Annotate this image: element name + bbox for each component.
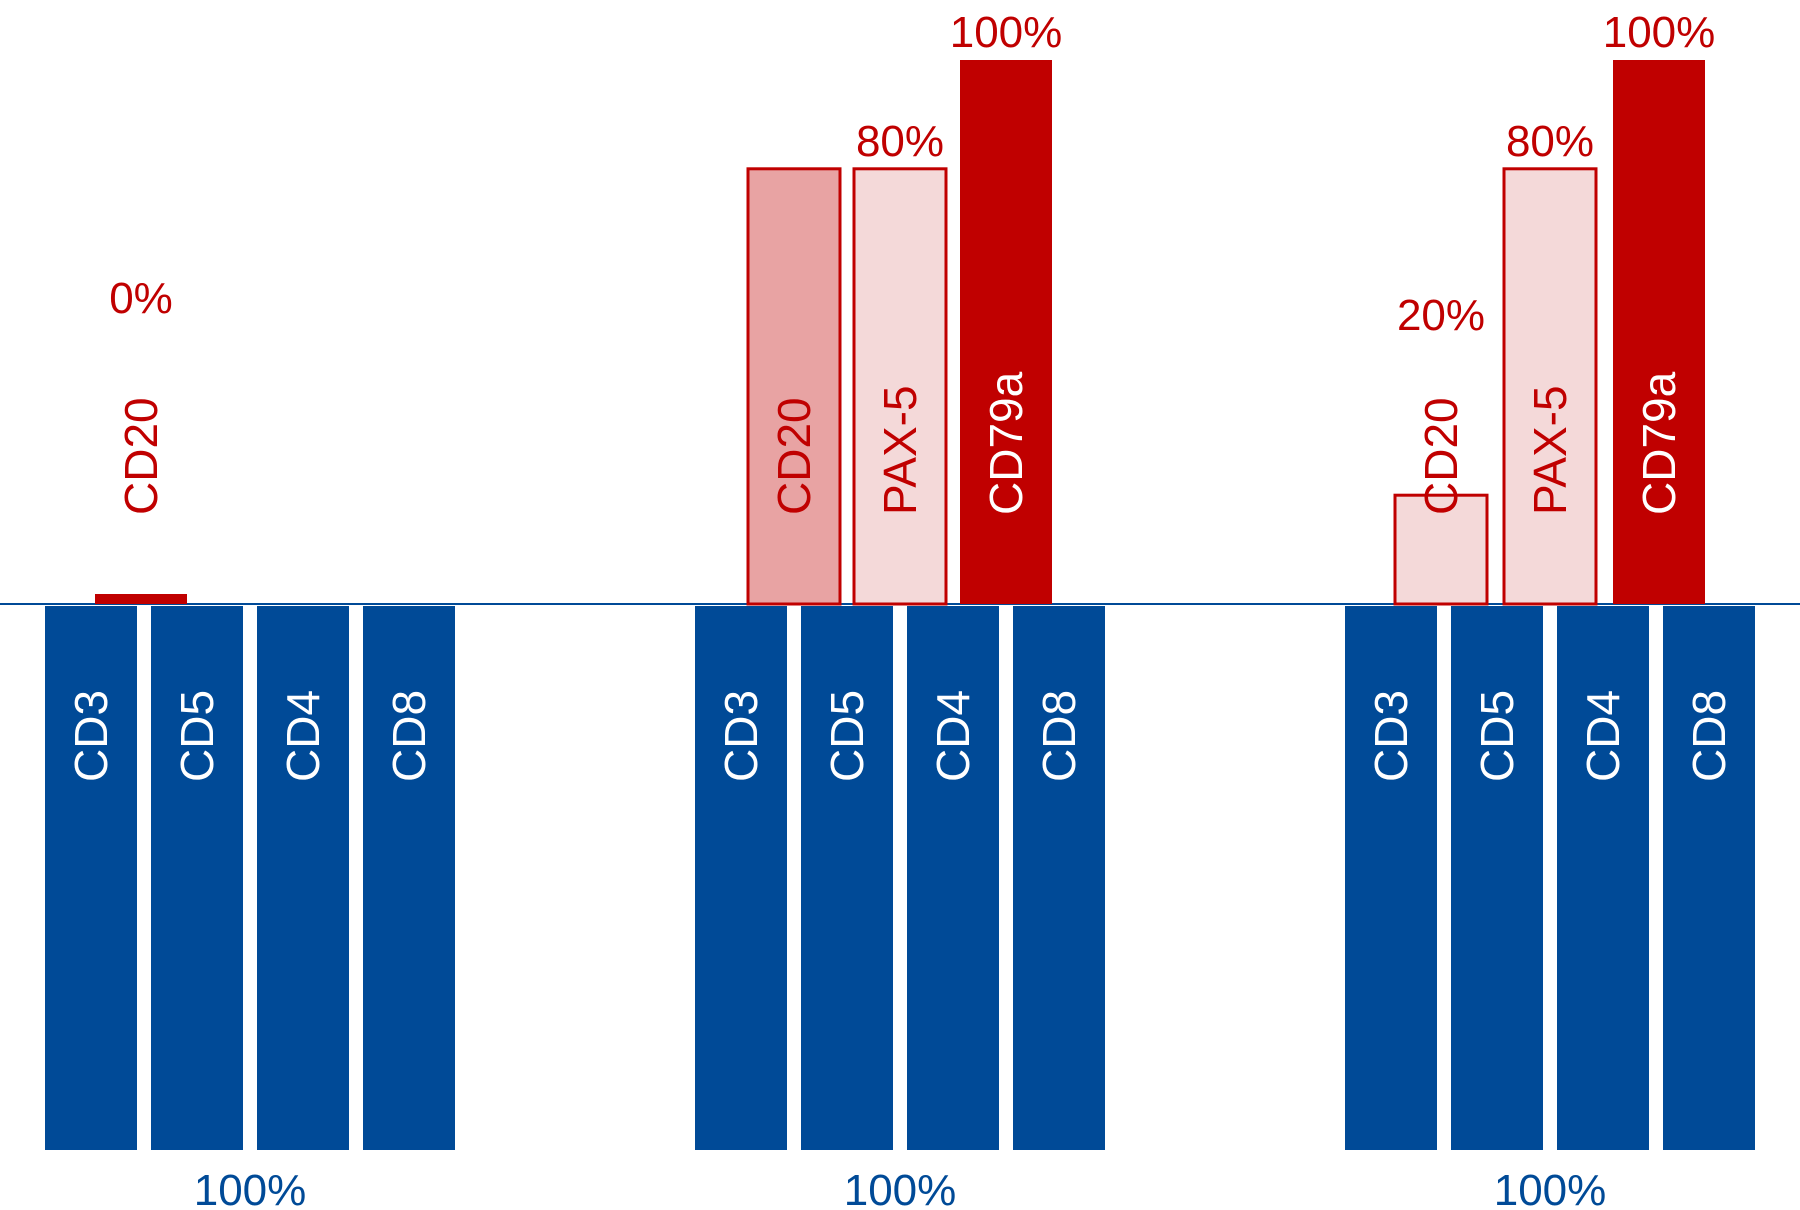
negative-bar-label-cd4: CD4 bbox=[927, 690, 979, 782]
positive-bar-pax-5 bbox=[852, 167, 948, 606]
negative-bar-cd5 bbox=[1451, 606, 1543, 1150]
negative-bar-label-cd3: CD3 bbox=[65, 690, 117, 782]
negative-bar-label-cd8: CD8 bbox=[1683, 690, 1735, 782]
negative-bar-cd5 bbox=[801, 606, 893, 1150]
positive-value-label-cd20: 0% bbox=[109, 274, 173, 323]
positive-bar-label-cd20: CD20 bbox=[768, 397, 820, 515]
negative-bar-label-cd5: CD5 bbox=[1471, 690, 1523, 782]
negative-bar-cd3 bbox=[1345, 606, 1437, 1150]
negative-bar-label-cd4: CD4 bbox=[277, 690, 329, 782]
negative-bar-label-cd4: CD4 bbox=[1577, 690, 1629, 782]
positive-bar-label-pax-5: PAX-5 bbox=[874, 385, 926, 515]
negative-bar-label-cd3: CD3 bbox=[715, 690, 767, 782]
negative-bar-label-cd8: CD8 bbox=[383, 690, 435, 782]
positive-bar-cd79a bbox=[1613, 60, 1705, 604]
positive-bar-pax-5 bbox=[1502, 167, 1598, 606]
negative-value-label: 100% bbox=[844, 1166, 957, 1210]
positive-bar-label-cd20: CD20 bbox=[115, 397, 167, 515]
negative-bar-label-cd8: CD8 bbox=[1033, 690, 1085, 782]
negative-bar-cd4 bbox=[907, 606, 999, 1150]
negative-bar-cd3 bbox=[695, 606, 787, 1150]
negative-bar-cd8 bbox=[1013, 606, 1105, 1150]
bars-layer: CD3 CD5 CD4 CD8 100% CD20 0% CD3 CD5 CD4 CD8 100% CD… bbox=[45, 8, 1755, 1210]
positive-bar-label-pax-5: PAX-5 bbox=[1524, 385, 1576, 515]
positive-value-label-cd79a: 100% bbox=[950, 8, 1063, 57]
negative-bar-label-cd5: CD5 bbox=[171, 690, 223, 782]
positive-bar-cd20 bbox=[1393, 493, 1489, 606]
negative-bar-cd3 bbox=[45, 606, 137, 1150]
negative-bar-cd8 bbox=[1663, 606, 1755, 1150]
negative-bar-label-cd5: CD5 bbox=[821, 690, 873, 782]
negative-bar-cd8 bbox=[363, 606, 455, 1150]
positive-bar-label-cd20: CD20 bbox=[1415, 397, 1467, 515]
positive-bar-cd20 bbox=[746, 167, 842, 606]
negative-bar-cd4 bbox=[257, 606, 349, 1150]
positive-value-label-pax-5: 80% bbox=[1506, 117, 1594, 166]
positive-bar-cd79a bbox=[960, 60, 1052, 604]
positive-bar-label-cd79a: CD79a bbox=[1633, 371, 1685, 515]
positive-value-label-cd20: 20% bbox=[1397, 291, 1485, 340]
positive-value-label-pax-5: 80% bbox=[856, 117, 944, 166]
negative-bar-label-cd3: CD3 bbox=[1365, 690, 1417, 782]
positive-bar-label-cd79a: CD79a bbox=[980, 371, 1032, 515]
negative-bar-cd4 bbox=[1557, 606, 1649, 1150]
negative-value-label: 100% bbox=[194, 1166, 307, 1210]
negative-value-label: 100% bbox=[1494, 1166, 1607, 1210]
positive-value-label-cd79a: 100% bbox=[1603, 8, 1716, 57]
positive-bar-cd20 bbox=[95, 594, 187, 604]
negative-bar-cd5 bbox=[151, 606, 243, 1150]
